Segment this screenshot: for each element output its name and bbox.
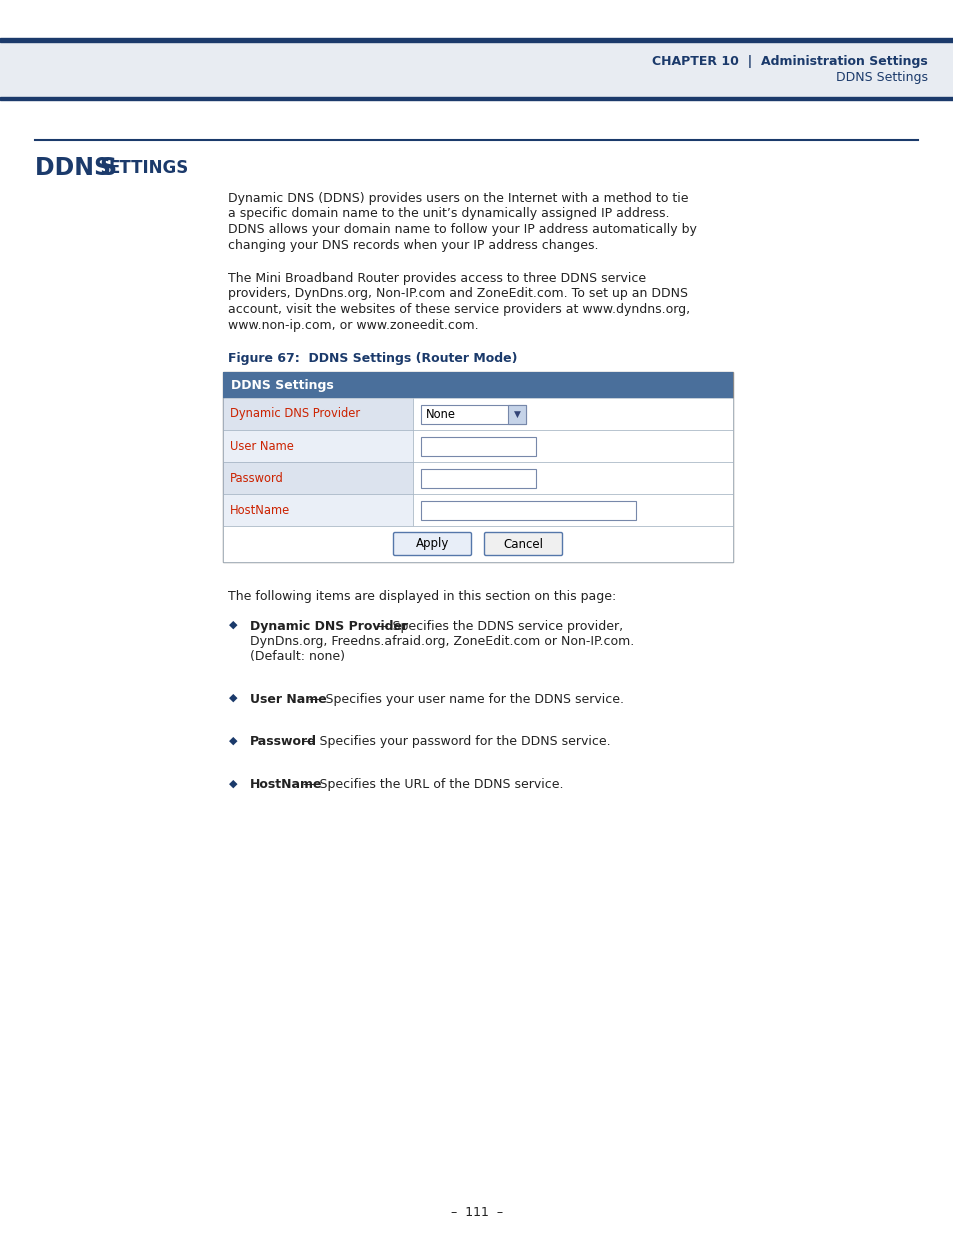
- Bar: [223, 372, 732, 562]
- Bar: [420, 405, 525, 424]
- Bar: [223, 462, 413, 494]
- Text: — Specifies the URL of the DDNS service.: — Specifies the URL of the DDNS service.: [298, 778, 562, 792]
- Bar: [413, 430, 732, 462]
- Bar: [0, 42, 953, 98]
- Text: User Name: User Name: [250, 693, 327, 705]
- Text: The following items are displayed in this section on this page:: The following items are displayed in thi…: [228, 590, 616, 603]
- Bar: [413, 494, 732, 526]
- Text: S: S: [99, 156, 116, 180]
- Text: — Specifies your password for the DDNS service.: — Specifies your password for the DDNS s…: [298, 735, 610, 748]
- Text: Password: Password: [250, 735, 316, 748]
- Bar: [223, 430, 413, 462]
- Bar: [223, 398, 413, 430]
- Text: HostName: HostName: [250, 778, 322, 792]
- Text: account, visit the websites of these service providers at www.dyndns.org,: account, visit the websites of these ser…: [228, 303, 689, 316]
- Text: Dynamic DNS Provider: Dynamic DNS Provider: [250, 620, 408, 634]
- Text: ▼: ▼: [513, 410, 520, 419]
- Bar: [0, 38, 953, 42]
- Text: providers, DynDns.org, Non-IP.com and ZoneEdit.com. To set up an DDNS: providers, DynDns.org, Non-IP.com and Zo…: [228, 288, 687, 300]
- Bar: [420, 468, 536, 488]
- Text: DDNS allows your domain name to follow your IP address automatically by: DDNS allows your domain name to follow y…: [228, 224, 696, 236]
- Text: (Default: none): (Default: none): [250, 650, 345, 663]
- Text: changing your DNS records when your IP address changes.: changing your DNS records when your IP a…: [228, 238, 598, 252]
- Bar: [0, 98, 953, 100]
- Text: DDNS: DDNS: [35, 156, 119, 180]
- Bar: [223, 494, 413, 526]
- Text: HostName: HostName: [230, 504, 290, 516]
- Text: The Mini Broadband Router provides access to three DDNS service: The Mini Broadband Router provides acces…: [228, 272, 645, 285]
- Text: — Specifies your user name for the DDNS service.: — Specifies your user name for the DDNS …: [305, 693, 623, 705]
- FancyBboxPatch shape: [484, 532, 562, 556]
- Bar: [413, 462, 732, 494]
- Text: Cancel: Cancel: [503, 537, 543, 551]
- Bar: [420, 436, 536, 456]
- Text: ◆: ◆: [229, 620, 237, 630]
- Bar: [420, 500, 636, 520]
- Bar: [507, 405, 525, 424]
- Text: DDNS Settings: DDNS Settings: [231, 378, 334, 391]
- FancyBboxPatch shape: [393, 532, 471, 556]
- Text: ◆: ◆: [229, 693, 237, 703]
- Bar: [413, 398, 732, 430]
- Text: Password: Password: [230, 472, 283, 484]
- Bar: [0, 0, 953, 38]
- Text: DDNS Settings: DDNS Settings: [835, 72, 927, 84]
- Text: CHAPTER 10  |  Administration Settings: CHAPTER 10 | Administration Settings: [652, 56, 927, 68]
- Text: Dynamic DNS (DDNS) provides users on the Internet with a method to tie: Dynamic DNS (DDNS) provides users on the…: [228, 191, 688, 205]
- Text: Apply: Apply: [416, 537, 449, 551]
- Text: a specific domain name to the unit’s dynamically assigned IP address.: a specific domain name to the unit’s dyn…: [228, 207, 669, 221]
- Text: www.non-ip.com, or www.zoneedit.com.: www.non-ip.com, or www.zoneedit.com.: [228, 319, 478, 331]
- Text: DynDns.org, Freedns.afraid.org, ZoneEdit.com or Non-IP.com.: DynDns.org, Freedns.afraid.org, ZoneEdit…: [250, 635, 634, 648]
- Text: Dynamic DNS Provider: Dynamic DNS Provider: [230, 408, 359, 420]
- Text: ◆: ◆: [229, 778, 237, 788]
- Text: ◆: ◆: [229, 735, 237, 746]
- Bar: [223, 526, 732, 562]
- Text: User Name: User Name: [230, 440, 294, 452]
- Bar: [223, 372, 732, 398]
- Text: — Specifies the DDNS service provider,: — Specifies the DDNS service provider,: [372, 620, 622, 634]
- Text: Figure 67:  DDNS Settings (Router Mode): Figure 67: DDNS Settings (Router Mode): [228, 352, 517, 366]
- Text: –  111  –: – 111 –: [451, 1205, 502, 1219]
- Text: ETTINGS: ETTINGS: [109, 159, 189, 177]
- Text: None: None: [426, 408, 456, 420]
